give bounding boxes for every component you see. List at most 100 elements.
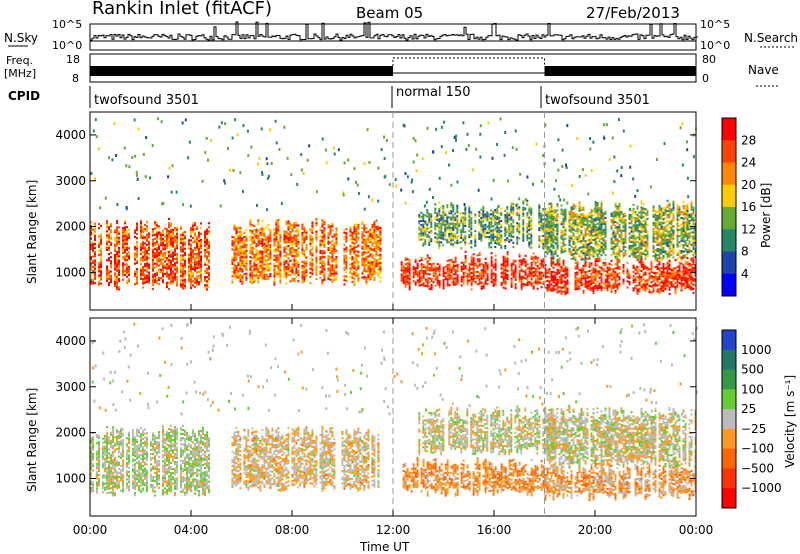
scatter-cell: [253, 237, 256, 240]
scatter-cell: [291, 226, 294, 229]
scatter-cell: [564, 227, 567, 230]
scatter-cell: [552, 262, 555, 265]
scatter-cell: [456, 227, 459, 230]
scatter-cell: [520, 279, 523, 282]
scatter-cell: [554, 284, 557, 287]
scatter-cell: [580, 273, 583, 276]
scatter-cell: [578, 269, 581, 272]
scatter-cell: [206, 236, 208, 239]
scatter-cell: [287, 234, 290, 237]
scatter-cell: [365, 245, 368, 248]
scatter-cell: [412, 276, 415, 279]
scatter-cell: [267, 224, 270, 227]
scatter-cell: [666, 276, 669, 279]
scatter-cell: [106, 220, 108, 223]
scatter-cell: [158, 237, 160, 240]
scatter-cell: [237, 268, 240, 271]
scatter-cell: [598, 240, 601, 243]
scatter-cell: [174, 278, 176, 281]
scatter-cell: [532, 287, 535, 290]
scatter-cell: [241, 253, 244, 256]
scatter-cell: [576, 236, 579, 239]
scatter-cell: [504, 273, 507, 276]
scatter-cell: [570, 216, 573, 219]
scatter-cell: [666, 268, 669, 271]
scatter-cell: [680, 262, 683, 265]
scatter-cell: [176, 232, 178, 235]
scatter-cell: [662, 263, 665, 266]
scatter-cell: [166, 269, 168, 272]
scatter-cell: [686, 261, 689, 264]
scatter-cell: [90, 256, 92, 259]
scatter-cell: [612, 268, 615, 271]
scatter-cell: [402, 282, 405, 285]
scatter-cell: [188, 243, 190, 246]
scatter-cell: [424, 266, 427, 269]
scatter-cell: [154, 233, 156, 236]
scatter-cell: [552, 270, 555, 273]
scatter-cell: [574, 258, 577, 261]
scatter-cell: [464, 265, 467, 268]
scatter-cell: [442, 244, 445, 247]
scatter-cell: [588, 220, 591, 223]
scatter-cell: [632, 279, 635, 282]
scatter-cell: [560, 229, 563, 232]
scatter-cell: [293, 236, 296, 239]
scatter-cell: [170, 243, 172, 246]
scatter-cell: [235, 225, 238, 228]
scatter-cell: [510, 235, 513, 238]
scatter-cell: [626, 267, 629, 270]
scatter-cell: [576, 223, 579, 226]
scatter-cell: [486, 229, 489, 232]
scatter-cell: [251, 248, 254, 251]
scatter-cell: [552, 228, 555, 231]
scatter-cell: [363, 253, 366, 256]
scatter-cell: [544, 274, 547, 277]
scatter-cell: [560, 223, 563, 226]
scatter-cell: [116, 236, 118, 239]
scatter-cell: [546, 252, 549, 255]
scatter-cell: [464, 208, 467, 211]
scatter-cell: [291, 238, 294, 241]
scatter-cell: [408, 261, 411, 264]
scatter-cell: [614, 267, 617, 270]
scatter-cell: [508, 212, 511, 215]
scatter-cell: [660, 271, 663, 274]
scatter-cell: [301, 238, 304, 241]
scatter-cell: [426, 254, 429, 257]
scatter-cell: [122, 278, 124, 281]
scatter-cell: [261, 273, 264, 276]
scatter-cell: [406, 280, 409, 283]
scatter-cell: [315, 273, 318, 276]
scatter-cell: [416, 279, 419, 282]
scatter-cell: [428, 227, 431, 230]
scatter-cell: [572, 232, 575, 235]
scatter-cell: [353, 277, 356, 280]
scatter-cell: [448, 212, 451, 215]
scatter-cell: [291, 279, 294, 282]
scatter-cell: [353, 257, 356, 260]
scatter-cell: [333, 249, 336, 252]
scatter-cell: [528, 233, 531, 236]
scatter-cell: [550, 226, 553, 229]
scatter-cell: [538, 277, 541, 280]
scatter-cell: [164, 244, 166, 247]
scatter-cell: [586, 218, 589, 221]
scatter-cell: [470, 278, 473, 281]
scatter-cell: [512, 231, 515, 234]
scatter-cell: [148, 240, 150, 243]
scatter-cell: [267, 277, 270, 280]
scatter-cell: [198, 242, 200, 245]
scatter-cell: [592, 271, 595, 274]
scatter-cell: [574, 267, 577, 270]
scatter-cell: [160, 252, 162, 255]
scatter-cell: [241, 249, 244, 252]
scatter-cell: [289, 265, 292, 268]
scatter-cell: [442, 238, 445, 241]
scatter-cell: [124, 273, 126, 276]
scatter-cell: [192, 274, 194, 277]
scatter-cell: [190, 227, 192, 230]
scatter-cell: [548, 246, 551, 249]
scatter-cell: [596, 228, 599, 231]
scatter-cell: [470, 282, 473, 285]
